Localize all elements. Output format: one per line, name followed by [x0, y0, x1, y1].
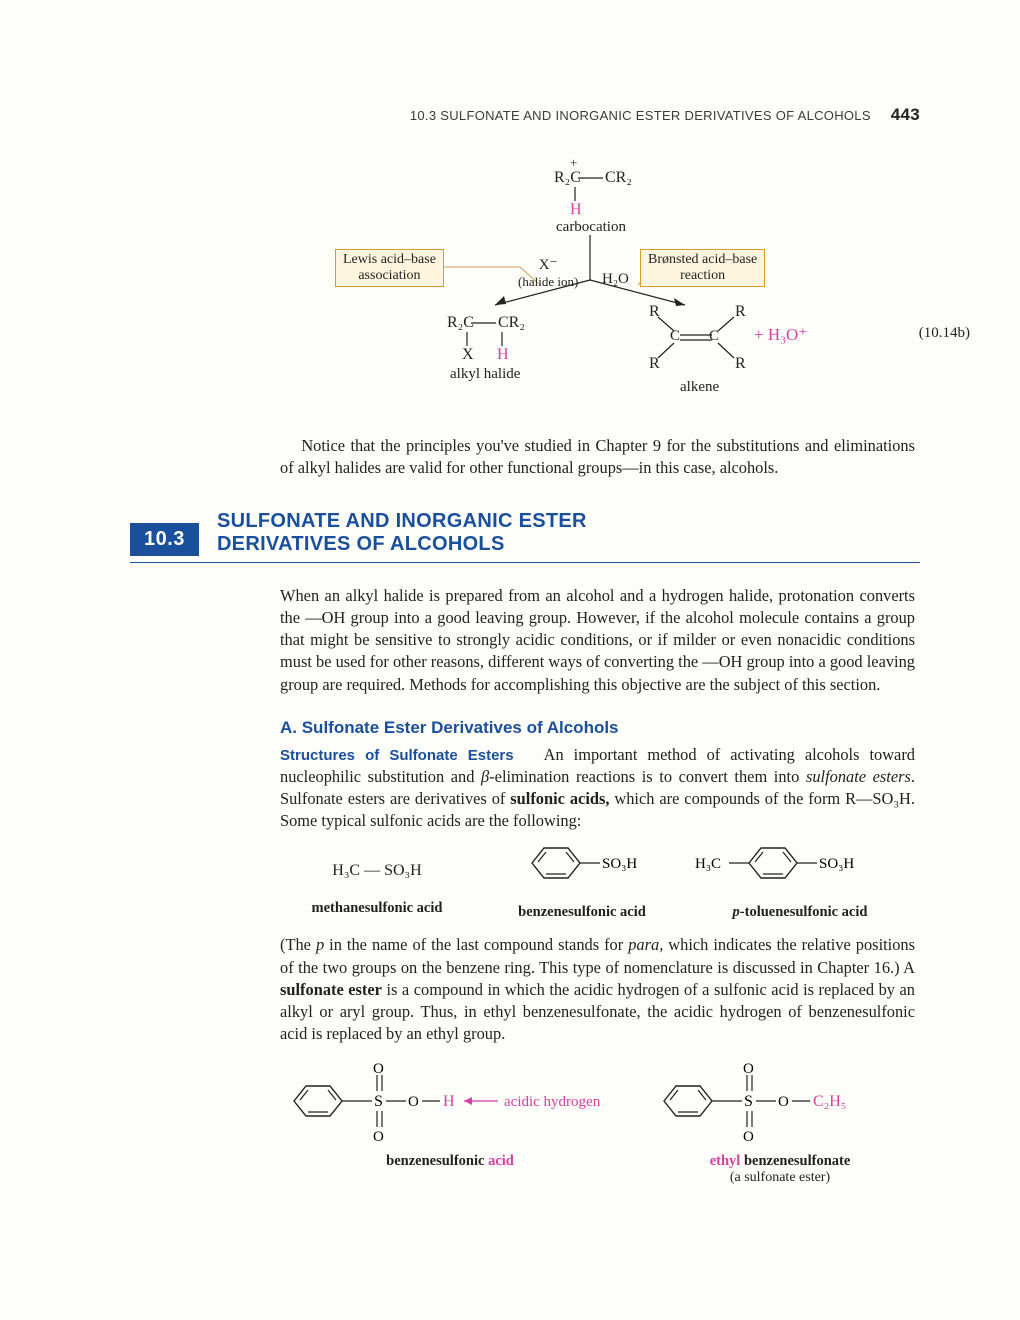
benzenesulfonic-acid: SO₃H benzenesulfonic acid: [492, 838, 672, 921]
svg-text:acidic hydrogen: acidic hydrogen: [504, 1094, 601, 1110]
section-title: SULFONATE AND INORGANIC ESTERDERIVATIVES…: [217, 510, 587, 556]
para4: (The p in the name of the last compound …: [280, 934, 915, 1045]
para3: Structures of Sulfonate Esters An import…: [280, 744, 915, 833]
ester-structure-icon: S O O O C₂H₅: [650, 1051, 910, 1146]
carbocation-H: H: [570, 201, 582, 219]
svg-text:O: O: [373, 1129, 384, 1145]
page-number: 443: [891, 105, 920, 124]
diagram-lines: [340, 165, 900, 425]
ah-X: X: [462, 346, 474, 364]
svg-text:S: S: [374, 1093, 383, 1110]
sulfonic-acids-row: H₃C — SO₃H methanesulfonic acid SO₃H ben…: [280, 838, 915, 930]
methanesulfonic-acid: H₃C — SO₃H methanesulfonic acid: [292, 862, 462, 917]
halide-ion: X⁻ (halide ion): [518, 255, 578, 291]
ah-right: CR₂: [498, 314, 525, 332]
carbocation-plus: +: [570, 155, 577, 171]
svg-text:O: O: [743, 1129, 754, 1145]
alkene-R3: R: [649, 355, 660, 373]
alkene-C2: C: [709, 328, 719, 345]
section-number: 10.3: [130, 523, 199, 556]
ah-H: H: [497, 346, 509, 364]
carbocation-left: R₂C: [554, 169, 581, 187]
svg-text:H₃C: H₃C: [695, 856, 721, 872]
running-head: 10.3 SULFONATE AND INORGANIC ESTER DERIV…: [410, 105, 920, 125]
svg-text:O: O: [778, 1094, 789, 1110]
para2: When an alkyl halide is prepared from an…: [280, 585, 915, 696]
carbocation-right: CR₂: [605, 169, 632, 187]
benzenesulfonic-acid-structure: S O O O H acidic hydrogen: [280, 1051, 620, 1170]
sulfonate-ester-row: S O O O H acidic hydrogen: [280, 1051, 915, 1191]
alkene-R2: R: [735, 303, 746, 321]
ester-subcaption: (a sulfonate ester): [650, 1170, 910, 1186]
ah-left: R₂C: [447, 314, 474, 332]
bsa-structure-icon: S O O O H acidic hydrogen: [280, 1051, 620, 1146]
reaction-diagram: R₂C CR₂ + H carbocation Lewis acid–basea…: [340, 165, 900, 425]
svg-text:SO₃H: SO₃H: [819, 856, 854, 872]
benzene-icon: SO₃H: [512, 838, 652, 888]
para-after-diagram: Notice that the principles you've studie…: [280, 435, 915, 479]
alkene-C1: C: [670, 328, 680, 345]
svg-text:O: O: [373, 1061, 384, 1077]
section-body: When an alkyl halide is prepared from an…: [280, 585, 915, 1191]
bronsted-box: Brønsted acid–basereaction: [640, 249, 765, 287]
ah-label: alkyl halide: [450, 366, 520, 383]
alkene-label: alkene: [680, 379, 719, 396]
p-toluenesulfonic-acid: H₃C SO₃H p-toluenesulfonic acid: [690, 838, 910, 921]
toluene-icon: H₃C SO₃H: [695, 838, 905, 888]
subsection-A: A. Sulfonate Ester Derivatives of Alcoho…: [280, 718, 915, 738]
svg-text:C₂H₅: C₂H₅: [813, 1093, 846, 1110]
runin-structures: Structures of Sulfonate Esters: [280, 747, 514, 764]
carbocation-label: carbocation: [556, 219, 626, 236]
alkene-R1: R: [649, 303, 660, 321]
ethyl-benzenesulfonate-structure: S O O O C₂H₅ ethyl benzenesulfonate (a s…: [650, 1051, 910, 1186]
svg-text:S: S: [744, 1093, 753, 1110]
running-head-text: 10.3 SULFONATE AND INORGANIC ESTER DERIV…: [410, 108, 871, 123]
svg-text:H: H: [443, 1093, 455, 1110]
alkene-H3O: + H₃O⁺: [754, 325, 807, 345]
section-heading: 10.3 SULFONATE AND INORGANIC ESTERDERIVA…: [130, 510, 920, 563]
lewis-box: Lewis acid–baseassociation: [335, 249, 444, 287]
svg-text:O: O: [408, 1094, 419, 1110]
svg-text:O: O: [743, 1061, 754, 1077]
svg-text:SO₃H: SO₃H: [602, 856, 637, 872]
water-label: H₂O: [602, 271, 629, 288]
alkene-R4: R: [735, 355, 746, 373]
equation-number: (10.14b): [919, 325, 970, 342]
para1: Notice that the principles you've studie…: [280, 435, 915, 479]
